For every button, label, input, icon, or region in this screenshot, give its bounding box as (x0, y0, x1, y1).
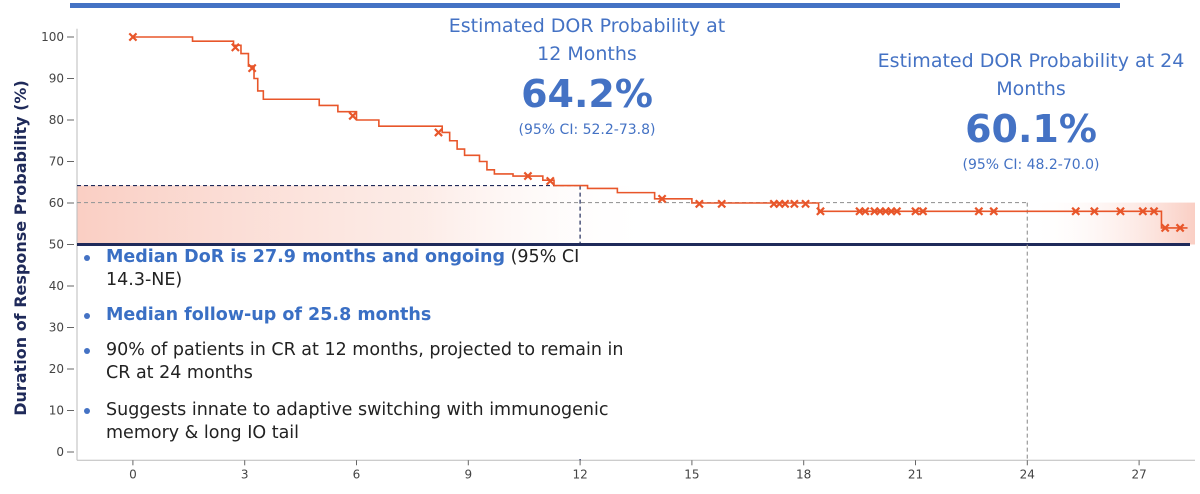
bullet-bold: Median follow-up of 25.8 months (106, 305, 432, 325)
x-tick-label: 12 (572, 467, 587, 481)
censor-mark (1175, 223, 1185, 233)
censor-mark (989, 206, 999, 216)
censor-mark (974, 206, 984, 216)
y-tick-label: 30 (49, 321, 64, 335)
y-tick-label: 70 (49, 155, 64, 169)
y-tick-label: 100 (41, 30, 64, 44)
censor-mark (247, 63, 257, 73)
censor-mark (918, 206, 928, 216)
bullet: Suggests innate to adaptive switching wi… (84, 399, 626, 445)
y-tick-label: 80 (49, 113, 64, 127)
censor-mark (1138, 206, 1148, 216)
censor-mark (860, 206, 870, 216)
censor-mark (348, 111, 358, 121)
annotation-title: Estimated DOR Probability at 12 Months (448, 15, 726, 65)
y-tick-label: 60 (49, 196, 64, 210)
censor-mark (523, 171, 533, 181)
bullet-list: Median DoR is 27.9 months and ongoing (9… (78, 246, 626, 459)
annotation-title: Estimated DOR Probability at 24 Months (877, 50, 1185, 100)
censor-mark (1071, 206, 1081, 216)
x-tick-label: 9 (464, 467, 472, 481)
km-curve (132, 36, 1188, 229)
annotation-ci: (95% CI: 52.2-73.8) (518, 122, 656, 138)
y-tick-label: 40 (49, 279, 64, 293)
censor-mark (790, 199, 799, 209)
censor-mark (816, 206, 825, 216)
bullet-bold: Median DoR is 27.9 months and ongoing (106, 247, 506, 267)
bullet: Median DoR is 27.9 months and ongoing (9… (84, 246, 626, 292)
y-tick-label: 10 (49, 404, 64, 418)
annotation-value: 60.1% (965, 107, 1097, 151)
x-tick-label: 3 (241, 467, 249, 481)
annotation-value: 64.2% (521, 72, 653, 116)
y-tick-label: 20 (49, 362, 64, 376)
censor-mark (231, 42, 240, 52)
shade (77, 185, 661, 245)
censor-mark (780, 199, 790, 209)
y-axis-label: Duration of Response Probability (%) (11, 80, 30, 416)
bullet-text: 90% of patients in CR at 12 months, proj… (106, 340, 624, 383)
bullet-text: (95% CI 14.3-NE) (106, 247, 580, 290)
censor-mark (892, 206, 902, 216)
censor-mark (801, 199, 810, 209)
censor-mark (1160, 223, 1170, 233)
x-tick-label: 6 (353, 467, 361, 481)
y-tick-label: 0 (56, 445, 64, 459)
annotation-ci: (95% CI: 48.2-70.0) (962, 157, 1100, 173)
shade (1027, 202, 1195, 245)
x-tick-label: 27 (1131, 467, 1146, 481)
censor-mark (1116, 206, 1125, 216)
x-tick-label: 18 (796, 467, 811, 481)
censor-mark (1149, 206, 1159, 216)
censor-mark (694, 199, 704, 209)
y-tick-label: 90 (49, 72, 64, 86)
bullet: 90% of patients in CR at 12 months, proj… (84, 339, 626, 385)
censor-mark (657, 194, 667, 204)
annotation: Estimated DOR Probability at 24 Months 6… (870, 47, 1192, 175)
x-tick-label: 21 (908, 467, 923, 481)
x-tick-label: 24 (1020, 467, 1035, 481)
y-tick-label: 50 (49, 238, 64, 252)
censor-mark (717, 199, 727, 209)
x-tick-label: 0 (129, 467, 137, 481)
censor-mark (545, 176, 555, 186)
censor-mark (911, 206, 920, 216)
annotation: Estimated DOR Probability at 12 Months 6… (437, 12, 737, 140)
top-bar (70, 3, 1120, 8)
bullet: Median follow-up of 25.8 months (84, 304, 626, 327)
x-tick-label: 15 (684, 467, 699, 481)
censor-mark (128, 32, 138, 42)
bullet-text: Suggests innate to adaptive switching wi… (106, 400, 609, 443)
censor-mark (1090, 206, 1099, 216)
censor-mark (434, 128, 443, 137)
